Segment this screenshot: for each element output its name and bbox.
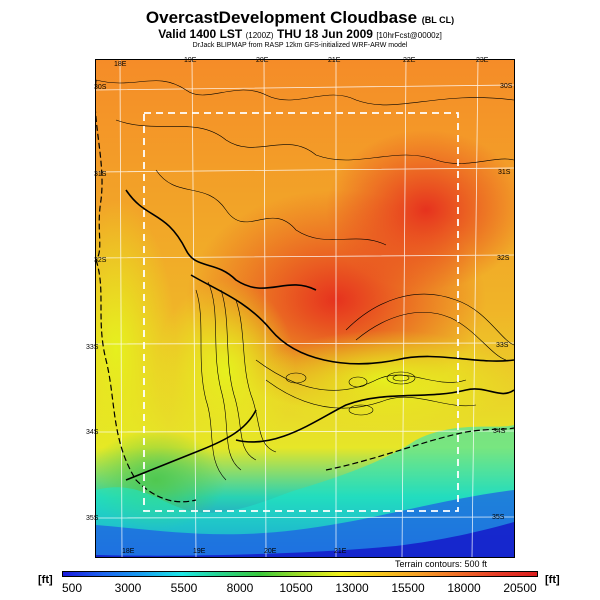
lon-label-top: 22E: [403, 57, 416, 64]
lat-label-left: 33S: [86, 344, 99, 351]
lat-label-right: 34S: [493, 428, 506, 435]
lon-label-top: 21E: [328, 57, 341, 64]
colorbar-tick-label: 10500: [279, 581, 313, 595]
title-unit: (BL CL): [421, 15, 455, 25]
colorbar-tick-label: 8000: [226, 581, 254, 595]
ocean-region: [96, 490, 514, 557]
colorbar-tick-label: 13000: [335, 581, 369, 595]
chart-title: OvercastDevelopment Cloudbase (BL CL): [0, 8, 600, 28]
lon-label-top: 23E: [476, 57, 489, 64]
lat-label-left: 30S: [94, 84, 107, 91]
colorbar-tick-label: 18000: [447, 581, 481, 595]
lon-label-top: 20E: [256, 57, 269, 64]
valid-label: Valid 1400 LST: [158, 27, 243, 41]
colorbar-tick-label: 500: [61, 581, 83, 595]
map-canvas: [56, 59, 526, 558]
valid-run: [10hrFcst@0000z]: [376, 31, 442, 40]
lat-label-right: 33S: [496, 342, 509, 349]
lon-label-bottom: 18E: [122, 548, 135, 555]
colorbar-unit-left: [ft]: [38, 574, 53, 586]
colorbar-tick-label: 3000: [114, 581, 142, 595]
forecast-map: 18E 19E 20E 21E 22E 23E 18E 19E 20E 21E …: [56, 57, 526, 558]
valid-utc: (1200Z): [245, 31, 274, 40]
lat-label-left: 35S: [86, 515, 99, 522]
colorbar: [62, 571, 538, 577]
mid-cloudbase-region: [256, 330, 516, 430]
mid-cloudbase-region: [156, 280, 296, 460]
ocean-region: [96, 522, 514, 557]
lat-lon-grid: [95, 59, 515, 558]
colorbar-tick-label: 20500: [503, 581, 537, 595]
model-credit: DrJack BLIPMAP from RASP 12km GFS-initia…: [192, 42, 408, 49]
lon-label-bottom: 21E: [334, 548, 347, 555]
model-domain-box: [143, 112, 459, 512]
title-text: OvercastDevelopment Cloudbase: [145, 8, 418, 27]
lon-label-bottom: 19E: [193, 548, 206, 555]
lat-label-left: 32S: [94, 257, 107, 264]
terrain-contour-note: Terrain contours: 500 ft: [395, 559, 488, 569]
lon-label-top: 18E: [114, 61, 127, 68]
valid-date: THU 18 Jun 2009: [276, 27, 373, 41]
colorbar-tick-label: 15500: [391, 581, 425, 595]
lat-label-right: 32S: [497, 255, 510, 262]
lat-label-left: 31S: [94, 171, 107, 178]
colorbar-unit-right: [ft]: [545, 574, 560, 586]
lat-label-right: 30S: [500, 83, 513, 90]
lon-label-top: 19E: [184, 57, 197, 64]
lon-label-bottom: 20E: [264, 548, 277, 555]
lat-label-right: 31S: [498, 169, 511, 176]
valid-time: Valid 1400 LST (1200Z) THU 18 Jun 2009 […: [0, 27, 600, 41]
terrain-contours: [94, 79, 515, 503]
colorbar-tick-label: 5500: [170, 581, 198, 595]
lat-label-right: 35S: [492, 514, 505, 521]
lat-label-left: 34S: [86, 429, 99, 436]
